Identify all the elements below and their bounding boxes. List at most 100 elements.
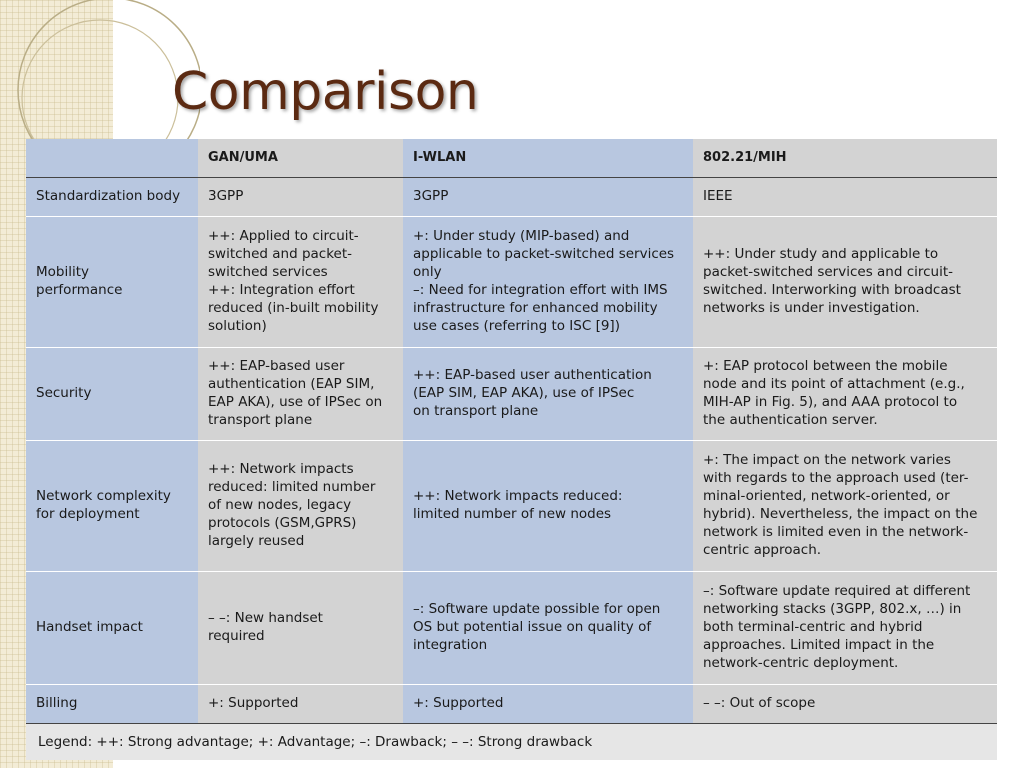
cell-text-line: +: Under study (MIP-based) and [413,228,630,245]
row-label: Billing [26,684,198,724]
i-wlan-cell: +: Supported [403,684,693,724]
mih-cell: IEEE [693,177,997,217]
cell-text-line: MIH-AP in Fig. 5), and AAA protocol to [703,394,958,410]
gan-uma-cell: ++: Applied to circuit-switched and pack… [198,216,403,348]
cell-text-line: hybrid). Nevertheless, the impact on the [703,506,978,522]
row-label: Handset impact [26,571,198,685]
row-label: Security [26,347,198,441]
cell-text-line: use cases (referring to ISC [9]) [413,317,620,334]
cell-text-line: –: Need for integration effort with IMS [413,282,668,298]
table-row: Standardization body 3GPP 3GPP IEEE [26,177,997,217]
cell-text-line: ++: EAP-based user authentication [413,367,652,384]
table-header-row: GAN/UMA I-WLAN 802.21/MIH [26,139,997,178]
cell-text-line: on transport plane [413,402,539,419]
cell-text-line: applicable to packet-switched services [413,246,675,263]
cell-text-line: network is limited even in the network- [703,523,969,540]
cell-text-line: Network complexity [36,488,171,505]
cell-text-line: –: Software update possible for open [413,601,661,618]
row-label: Network complexity for deployment [26,440,198,572]
cell-text-line: network-centric deployment. [703,654,899,671]
mih-cell: ++: Under study and applicable to packet-… [693,216,997,348]
cell-text-line: minal-oriented, network-oriented, or [703,488,950,505]
cell-text-line: 3GPP [413,188,449,205]
cell-text-line: – –: Out of scope [703,695,816,712]
cell-text-line: OS but potential issue on quality of [413,619,652,636]
comparison-table: GAN/UMA I-WLAN 802.21/MIH Standardizatio… [26,139,997,724]
mih-cell: – –: Out of scope [693,684,997,724]
cell-text-line: switched. Interworking with broadcast [703,282,961,298]
cell-text-line: – –: New handset [208,610,323,627]
cell-text-line: integration [413,636,488,653]
cell-text-line: networks is under investigation. [703,299,920,316]
gan-uma-cell: ++: EAP-based user authentication (EAP SI… [198,347,403,441]
table-row: Billing +: Supported +: Supported – –: Out … [26,684,997,724]
i-wlan-cell: 3GPP [403,177,693,217]
cell-text-line: with regards to the approach used (ter- [703,470,969,487]
gan-uma-cell: +: Supported [198,684,403,724]
cell-text-line: Security [36,385,92,402]
cell-text-line: node and its point of attachment (e.g., [703,376,965,393]
mih-cell: +: EAP protocol between the mobile node a… [693,347,997,441]
cell-text-line: for deployment [36,506,140,522]
cell-text-line: ++: Integration effort [208,282,355,298]
table-legend: Legend: ++: Strong advantage; +: Advanta… [26,724,997,760]
table-row: Mobility performance ++: Applied to circui… [26,216,997,348]
cell-text-line: Mobility [36,264,90,281]
cell-text-line: Billing [36,695,78,712]
table-row: Network complexity for deployment ++: Netw… [26,440,997,572]
header-i-wlan: I-WLAN [403,139,693,178]
gan-uma-cell: – –: New handset required [198,571,403,685]
header-empty [26,139,198,178]
cell-text-line: largely reused [208,532,305,549]
cell-text-line: packet-switched services and circuit- [703,264,954,281]
cell-text-line: authentication (EAP SIM, [208,376,375,393]
cell-text-line: of new nodes, legacy [208,497,352,514]
cell-text-line: +: Supported [413,695,504,712]
cell-text-line: reduced: limited number [208,479,376,496]
cell-text-line: centric approach. [703,541,822,558]
cell-text-line: +: EAP protocol between the mobile [703,358,948,375]
cell-text-line: Standardization body [36,188,181,205]
row-label: Standardization body [26,177,198,217]
cell-text-line: networking stacks (3GPP, 802.x, …) in [703,601,962,618]
cell-text-line: ++: EAP-based user [208,358,345,375]
cell-text-line: ++: Applied to circuit- [208,228,359,245]
i-wlan-cell: ++: Network impacts reduced: limited numb… [403,440,693,572]
cell-text-line: approaches. Limited impact in the [703,636,935,653]
cell-text-line: reduced (in-built mobility [208,299,379,316]
cell-text-line: EAP AKA), use of IPSec on [208,394,383,410]
cell-text-line: required [208,628,265,644]
i-wlan-cell: +: Under study (MIP-based) and applicable… [403,216,693,348]
i-wlan-cell: –: Software update possible for open OS b… [403,571,693,685]
cell-text-line: protocols (GSM,GPRS) [208,514,357,531]
cell-text-line: –: Software update required at different [703,583,971,600]
table-row: Security ++: EAP-based user authentication… [26,347,997,441]
gan-uma-cell: 3GPP [198,177,403,217]
cell-text-line: limited number of new nodes [413,506,612,522]
cell-text-line: performance [36,282,123,298]
cell-text-line: ++: Under study and applicable to [703,246,939,263]
mih-cell: +: The impact on the network varies with … [693,440,997,572]
cell-text-line: ++: Network impacts reduced: [413,488,623,505]
cell-text-line: 3GPP [208,188,244,205]
cell-text-line: only [413,264,442,281]
comparison-table-container: GAN/UMA I-WLAN 802.21/MIH Standardizatio… [26,139,997,760]
cell-text-line: switched services [208,264,328,281]
cell-text-line: IEEE [703,188,733,205]
slide-title: Comparison [172,62,479,122]
row-label: Mobility performance [26,216,198,348]
mih-cell: –: Software update required at different… [693,571,997,685]
cell-text-line: (EAP SIM, EAP AKA), use of IPSec [413,385,635,402]
cell-text-line: infrastructure for enhanced mobility [413,299,658,316]
cell-text-line: the authentication server. [703,411,878,428]
cell-text-line: Handset impact [36,619,143,636]
cell-text-line: switched and packet- [208,246,353,263]
i-wlan-cell: ++: EAP-based user authentication (EAP SI… [403,347,693,441]
header-802-21-mih: 802.21/MIH [693,139,997,178]
table-row: Handset impact – –: New handset required –:… [26,571,997,685]
cell-text-line: +: The impact on the network varies [703,452,951,469]
cell-text-line: transport plane [208,411,313,428]
header-gan-uma: GAN/UMA [198,139,403,178]
gan-uma-cell: ++: Network impacts reduced: limited numb… [198,440,403,572]
cell-text-line: both terminal-centric and hybrid [703,619,923,636]
